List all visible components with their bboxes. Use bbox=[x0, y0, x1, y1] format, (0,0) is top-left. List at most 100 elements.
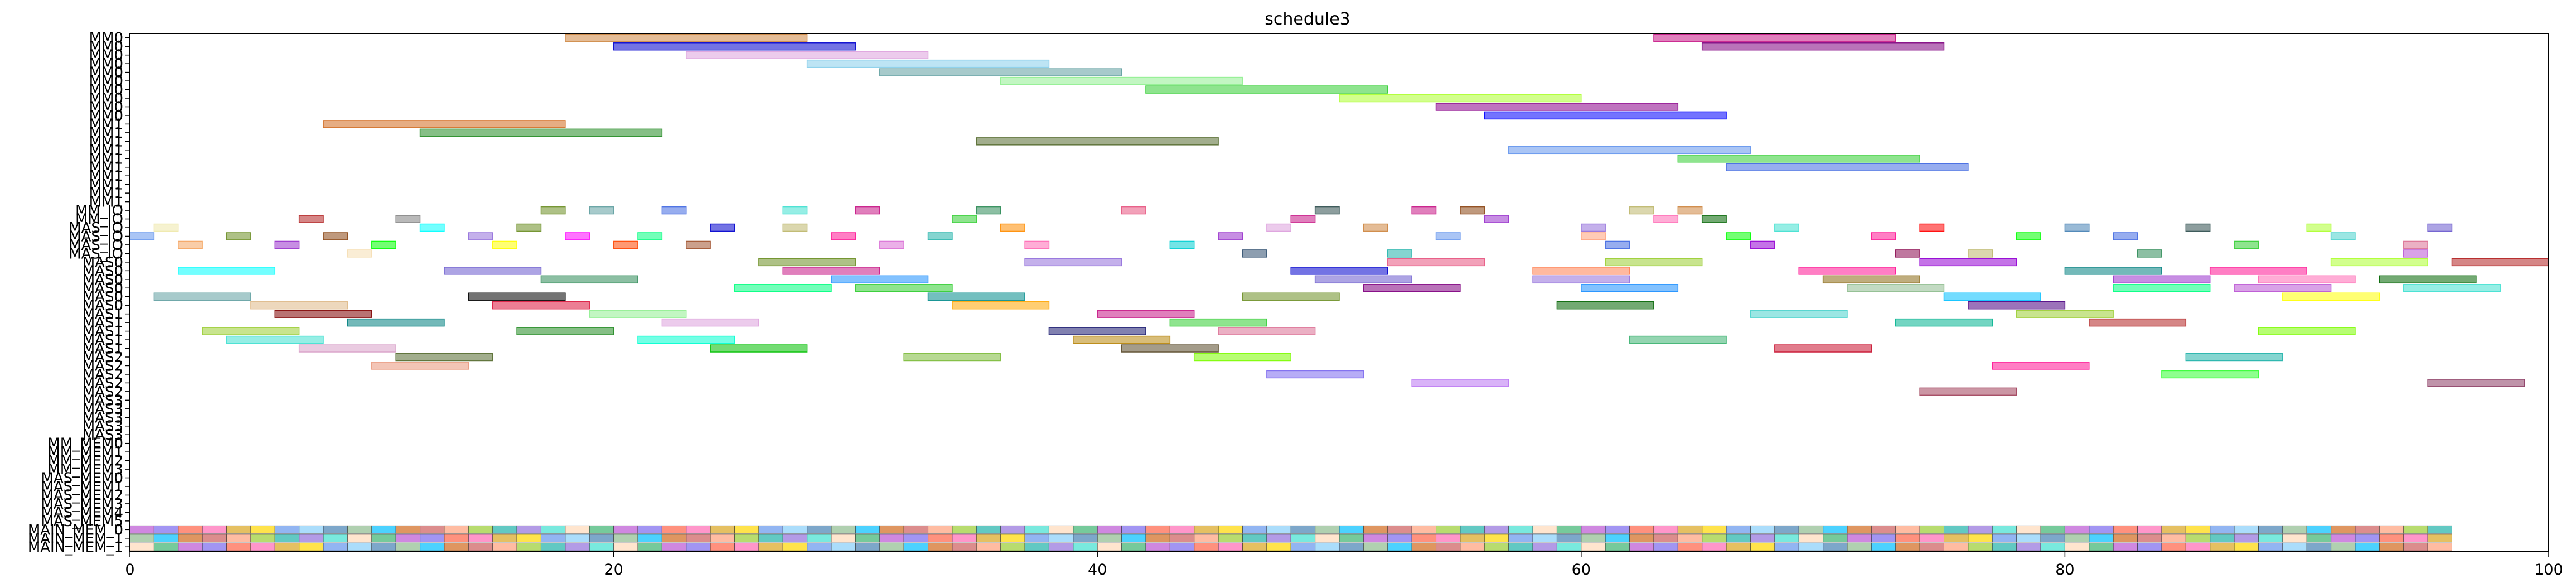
task-bar bbox=[202, 327, 299, 335]
task-bar bbox=[1944, 293, 2041, 300]
memory-block bbox=[1992, 543, 2016, 551]
memory-block bbox=[1170, 534, 1194, 542]
memory-block bbox=[396, 526, 420, 533]
memory-block bbox=[1847, 534, 1871, 542]
memory-block bbox=[928, 526, 952, 533]
task-bar bbox=[2452, 258, 2549, 266]
memory-block bbox=[904, 526, 928, 533]
memory-block bbox=[1750, 526, 1774, 533]
memory-block bbox=[517, 526, 541, 533]
task-bar bbox=[589, 310, 686, 317]
memory-block bbox=[1460, 534, 1484, 542]
task-bar bbox=[2307, 224, 2331, 232]
task-bar bbox=[1073, 336, 1170, 344]
memory-block bbox=[1581, 526, 1605, 533]
task-bar bbox=[565, 233, 589, 240]
memory-block bbox=[2113, 543, 2137, 551]
task-bar bbox=[2428, 379, 2525, 387]
task-bar bbox=[1533, 267, 1630, 274]
memory-block bbox=[1291, 526, 1315, 533]
memory-block bbox=[1122, 543, 1146, 551]
task-bar bbox=[1871, 233, 1895, 240]
task-bar bbox=[251, 302, 348, 309]
memory-block bbox=[1533, 543, 1557, 551]
memory-block bbox=[1146, 534, 1170, 542]
memory-block bbox=[1775, 526, 1799, 533]
memory-block bbox=[1460, 543, 1484, 551]
memory-block bbox=[1049, 526, 1073, 533]
memory-block bbox=[904, 543, 928, 551]
memory-block bbox=[372, 526, 396, 533]
memory-block bbox=[1654, 543, 1678, 551]
task-bar bbox=[1436, 233, 1460, 240]
task-bar bbox=[783, 267, 880, 274]
memory-block bbox=[710, 526, 734, 533]
memory-block bbox=[2283, 543, 2307, 551]
memory-block bbox=[783, 534, 807, 542]
memory-block bbox=[589, 526, 613, 533]
memory-block bbox=[1001, 534, 1025, 542]
memory-block bbox=[2089, 543, 2113, 551]
task-bar bbox=[2404, 241, 2428, 248]
memory-block bbox=[2355, 534, 2379, 542]
task-bar bbox=[783, 207, 807, 214]
memory-block bbox=[1073, 543, 1097, 551]
memory-block bbox=[1702, 543, 1726, 551]
task-bar bbox=[517, 327, 614, 335]
task-bar bbox=[2258, 276, 2355, 283]
memory-block bbox=[1678, 526, 1702, 533]
memory-block bbox=[1025, 534, 1049, 542]
task-bar bbox=[710, 345, 807, 352]
task-bar bbox=[1194, 354, 1291, 361]
memory-block bbox=[1702, 526, 1726, 533]
memory-block bbox=[1315, 543, 1339, 551]
memory-block bbox=[638, 526, 662, 533]
memory-block bbox=[1896, 526, 1920, 533]
memory-block bbox=[178, 543, 202, 551]
memory-block bbox=[2234, 534, 2258, 542]
task-bar bbox=[1823, 276, 1920, 283]
task-bar bbox=[1315, 207, 1339, 214]
memory-block bbox=[130, 543, 154, 551]
memory-block bbox=[855, 543, 879, 551]
task-bar bbox=[130, 233, 154, 240]
memory-block bbox=[952, 534, 976, 542]
memory-block bbox=[880, 526, 904, 533]
task-bar bbox=[2138, 250, 2162, 257]
memory-block bbox=[952, 543, 976, 551]
chart-title: schedule3 bbox=[1265, 9, 1350, 29]
memory-block bbox=[2065, 543, 2089, 551]
memory-block bbox=[1436, 534, 1460, 542]
memory-block bbox=[1509, 543, 1533, 551]
memory-block bbox=[1315, 526, 1339, 533]
memory-block bbox=[2186, 526, 2210, 533]
memory-block bbox=[1218, 526, 1242, 533]
task-bar bbox=[1533, 276, 1630, 283]
memory-block bbox=[1194, 526, 1218, 533]
task-bar bbox=[783, 224, 807, 232]
task-bar bbox=[468, 233, 492, 240]
task-bar bbox=[1847, 285, 1944, 292]
task-bar bbox=[1750, 241, 1774, 248]
memory-block bbox=[420, 543, 444, 551]
memory-block bbox=[1968, 534, 1992, 542]
task-bar bbox=[735, 285, 832, 292]
memory-block bbox=[2162, 534, 2186, 542]
memory-block bbox=[444, 534, 468, 542]
task-bar bbox=[976, 138, 1218, 145]
task-bar bbox=[880, 241, 904, 248]
memory-block bbox=[1992, 526, 2016, 533]
task-bar bbox=[178, 267, 275, 274]
memory-block bbox=[1291, 543, 1315, 551]
memory-block bbox=[154, 534, 178, 542]
memory-block bbox=[735, 543, 759, 551]
memory-block bbox=[831, 543, 855, 551]
task-bar bbox=[396, 215, 420, 223]
task-bar bbox=[1291, 215, 1315, 223]
task-bar bbox=[1702, 215, 1726, 223]
memory-block bbox=[1557, 534, 1581, 542]
task-bar bbox=[1339, 95, 1581, 102]
task-bar bbox=[1242, 293, 1339, 300]
memory-block bbox=[1968, 526, 1992, 533]
memory-block bbox=[759, 543, 783, 551]
